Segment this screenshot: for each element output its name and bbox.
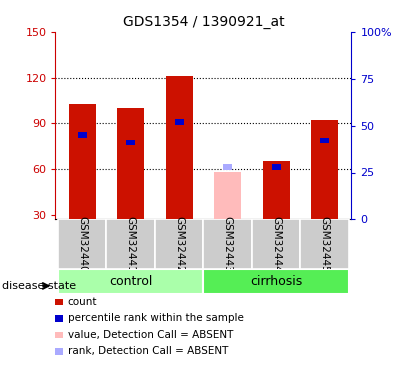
Bar: [203, 219, 252, 269]
Bar: [312, 120, 338, 219]
Text: disease state: disease state: [2, 281, 76, 291]
Bar: [215, 172, 241, 219]
Text: GSM32444: GSM32444: [271, 216, 281, 273]
Text: value, Detection Call = ABSENT: value, Detection Call = ABSENT: [68, 330, 233, 340]
Bar: [106, 219, 155, 269]
Text: rank, Detection Call = ABSENT: rank, Detection Call = ABSENT: [68, 346, 228, 356]
Bar: [175, 119, 184, 124]
Text: GSM32445: GSM32445: [320, 216, 330, 273]
Bar: [117, 108, 144, 219]
Text: GSM32440: GSM32440: [77, 216, 87, 272]
Bar: [320, 138, 329, 143]
Bar: [203, 269, 349, 294]
Bar: [300, 219, 349, 269]
Bar: [58, 219, 106, 269]
Title: GDS1354 / 1390921_at: GDS1354 / 1390921_at: [122, 15, 284, 30]
Bar: [166, 76, 192, 219]
Bar: [155, 219, 203, 269]
Bar: [69, 104, 95, 219]
Bar: [78, 132, 87, 138]
Bar: [272, 164, 281, 170]
Text: count: count: [68, 297, 97, 307]
Bar: [223, 164, 232, 170]
Bar: [263, 162, 290, 219]
Bar: [252, 219, 300, 269]
Text: control: control: [109, 275, 152, 288]
Text: GSM32443: GSM32443: [223, 216, 233, 273]
Bar: [126, 140, 135, 145]
Text: GSM32441: GSM32441: [126, 216, 136, 273]
Text: cirrhosis: cirrhosis: [250, 275, 302, 288]
Text: GSM32442: GSM32442: [174, 216, 184, 273]
Bar: [58, 269, 203, 294]
Text: percentile rank within the sample: percentile rank within the sample: [68, 314, 244, 323]
